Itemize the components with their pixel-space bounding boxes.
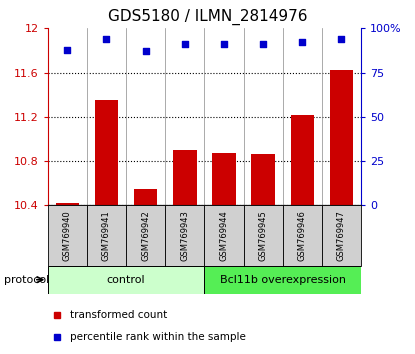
Point — [181, 41, 188, 47]
Bar — [212, 153, 236, 205]
Bar — [87, 205, 126, 266]
Text: GSM769943: GSM769943 — [180, 210, 189, 261]
Text: control: control — [107, 275, 145, 285]
Text: GSM769944: GSM769944 — [220, 210, 229, 261]
Bar — [48, 205, 87, 266]
Bar — [290, 115, 314, 205]
Bar — [205, 266, 361, 294]
Bar — [56, 203, 79, 205]
Point — [299, 40, 305, 45]
Bar — [134, 189, 157, 205]
Text: protocol: protocol — [4, 275, 49, 285]
Bar — [48, 266, 205, 294]
Point — [64, 47, 71, 52]
Bar — [173, 150, 197, 205]
Bar — [251, 154, 275, 205]
Text: percentile rank within the sample: percentile rank within the sample — [70, 332, 246, 342]
Point — [221, 41, 227, 47]
Bar — [283, 205, 322, 266]
Text: GSM769940: GSM769940 — [63, 210, 72, 261]
Bar — [126, 205, 165, 266]
Text: Bcl11b overexpression: Bcl11b overexpression — [220, 275, 346, 285]
Bar — [330, 70, 353, 205]
Point — [260, 41, 266, 47]
Text: GSM769941: GSM769941 — [102, 210, 111, 261]
Text: GDS5180 / ILMN_2814976: GDS5180 / ILMN_2814976 — [108, 9, 307, 25]
Bar — [244, 205, 283, 266]
Bar — [165, 205, 204, 266]
Bar — [95, 100, 118, 205]
Text: transformed count: transformed count — [70, 310, 167, 320]
Point — [103, 36, 110, 42]
Text: GSM769942: GSM769942 — [141, 210, 150, 261]
Bar — [205, 205, 244, 266]
Bar — [322, 205, 361, 266]
Point — [142, 48, 149, 54]
Text: GSM769947: GSM769947 — [337, 210, 346, 261]
Text: GSM769946: GSM769946 — [298, 210, 307, 261]
Point — [338, 36, 345, 42]
Text: GSM769945: GSM769945 — [259, 210, 268, 261]
